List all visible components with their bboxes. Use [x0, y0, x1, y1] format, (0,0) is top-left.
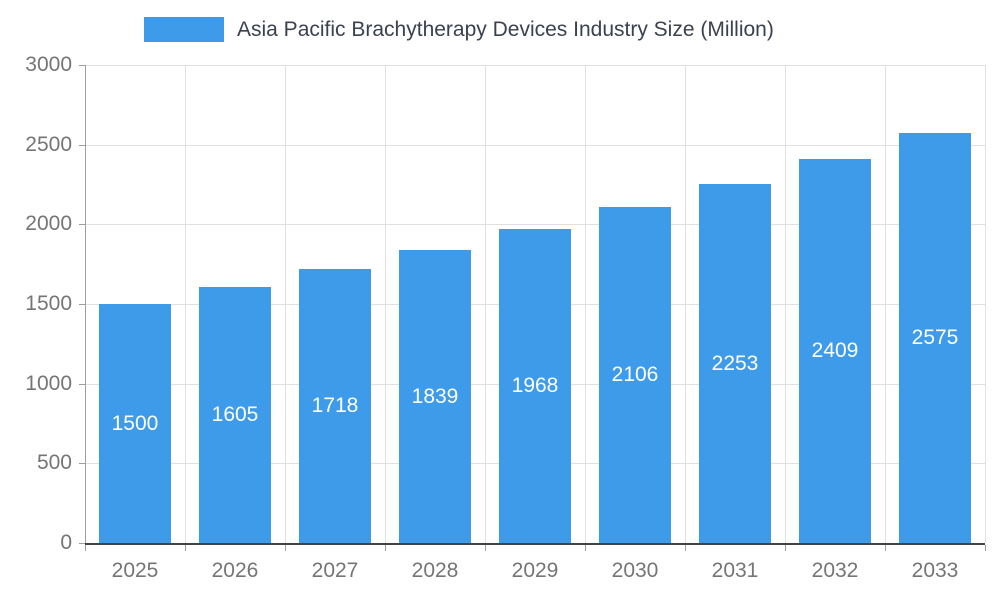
legend-swatch [144, 17, 224, 42]
horizontal-gridline [85, 65, 985, 66]
x-axis-label-2033: 2033 [911, 559, 959, 582]
vertical-gridline [485, 65, 486, 543]
y-axis-tick [79, 463, 85, 465]
bar-value-label: 2106 [611, 363, 659, 387]
bar-value-label: 1605 [211, 403, 259, 427]
x-axis-tick [485, 545, 486, 551]
vertical-gridline [185, 65, 186, 543]
y-axis-line [85, 65, 86, 543]
bar-2031[interactable]: 2253 [699, 184, 771, 543]
bar-value-label: 1839 [411, 384, 459, 408]
y-axis-tick [79, 304, 85, 305]
legend-item[interactable]: Asia Pacific Brachytherapy Devices Indus… [144, 17, 774, 42]
y-axis-tick [79, 383, 85, 385]
x-axis-label-2026: 2026 [211, 559, 259, 582]
vertical-gridline [985, 65, 986, 543]
y-axis-tick [79, 224, 85, 226]
y-axis-label: 2000 [25, 212, 72, 236]
bar-2030[interactable]: 2106 [599, 207, 671, 543]
y-axis-label: 1500 [25, 292, 72, 315]
x-axis-label-2031: 2031 [711, 559, 759, 582]
x-axis-tick [684, 545, 686, 551]
y-axis-tick [79, 65, 85, 66]
bar-2028[interactable]: 1839 [399, 250, 471, 543]
bar-value-label: 1718 [311, 394, 359, 418]
x-axis-tick [185, 545, 186, 551]
bar-2027[interactable]: 1718 [299, 269, 371, 543]
y-axis-label: 500 [36, 451, 72, 475]
x-axis-label-2025: 2025 [111, 559, 159, 582]
bar-value-label: 2253 [711, 351, 759, 375]
bar-value-label: 1968 [511, 374, 559, 398]
vertical-gridline [785, 65, 786, 543]
bar-2026[interactable]: 1605 [199, 287, 271, 543]
vertical-gridline [885, 65, 886, 543]
x-axis-tick [585, 545, 586, 551]
y-axis-tick [79, 144, 85, 146]
y-axis-label: 3000 [25, 53, 72, 76]
y-axis-label: 1000 [25, 371, 72, 395]
x-axis-tick [285, 545, 286, 551]
bar-2033[interactable]: 2575 [899, 132, 971, 543]
bar-2025[interactable]: 1500 [98, 304, 171, 543]
legend: Asia Pacific Brachytherapy Devices Indus… [144, 17, 774, 42]
x-axis-label-2029: 2029 [511, 559, 559, 582]
x-axis-label-2032: 2032 [811, 559, 859, 582]
x-axis-tick [985, 545, 986, 551]
bar-value-label: 2409 [811, 339, 859, 363]
x-axis-tick [785, 545, 786, 551]
x-axis-line [85, 543, 985, 545]
bar-value-label: 2575 [911, 325, 959, 349]
bar-2029[interactable]: 1968 [499, 229, 571, 543]
plot-area: 0 500 1000 1500 2000 2500 3000 1500 2025 1605 2026… [25, 53, 986, 582]
horizontal-gridline [85, 224, 985, 226]
vertical-gridline [285, 65, 286, 543]
bar-2032[interactable]: 2409 [799, 159, 871, 543]
x-axis-tick [885, 545, 886, 551]
vertical-gridline [384, 65, 386, 543]
x-axis-label-2030: 2030 [611, 559, 659, 582]
horizontal-gridline [85, 144, 985, 146]
x-axis-tick [384, 545, 386, 551]
x-axis-label-2028: 2028 [411, 559, 459, 582]
bar-value-label: 1500 [111, 411, 159, 435]
y-axis-tick [79, 543, 85, 544]
chart-title: Asia Pacific Brachytherapy Devices Indus… [237, 17, 774, 41]
vertical-gridline [585, 65, 586, 543]
y-axis-label: 2500 [25, 132, 72, 156]
vertical-gridline [684, 65, 686, 543]
y-axis-label: 0 [60, 531, 72, 554]
x-axis-tick [85, 545, 86, 551]
x-axis-label-2027: 2027 [311, 559, 359, 582]
